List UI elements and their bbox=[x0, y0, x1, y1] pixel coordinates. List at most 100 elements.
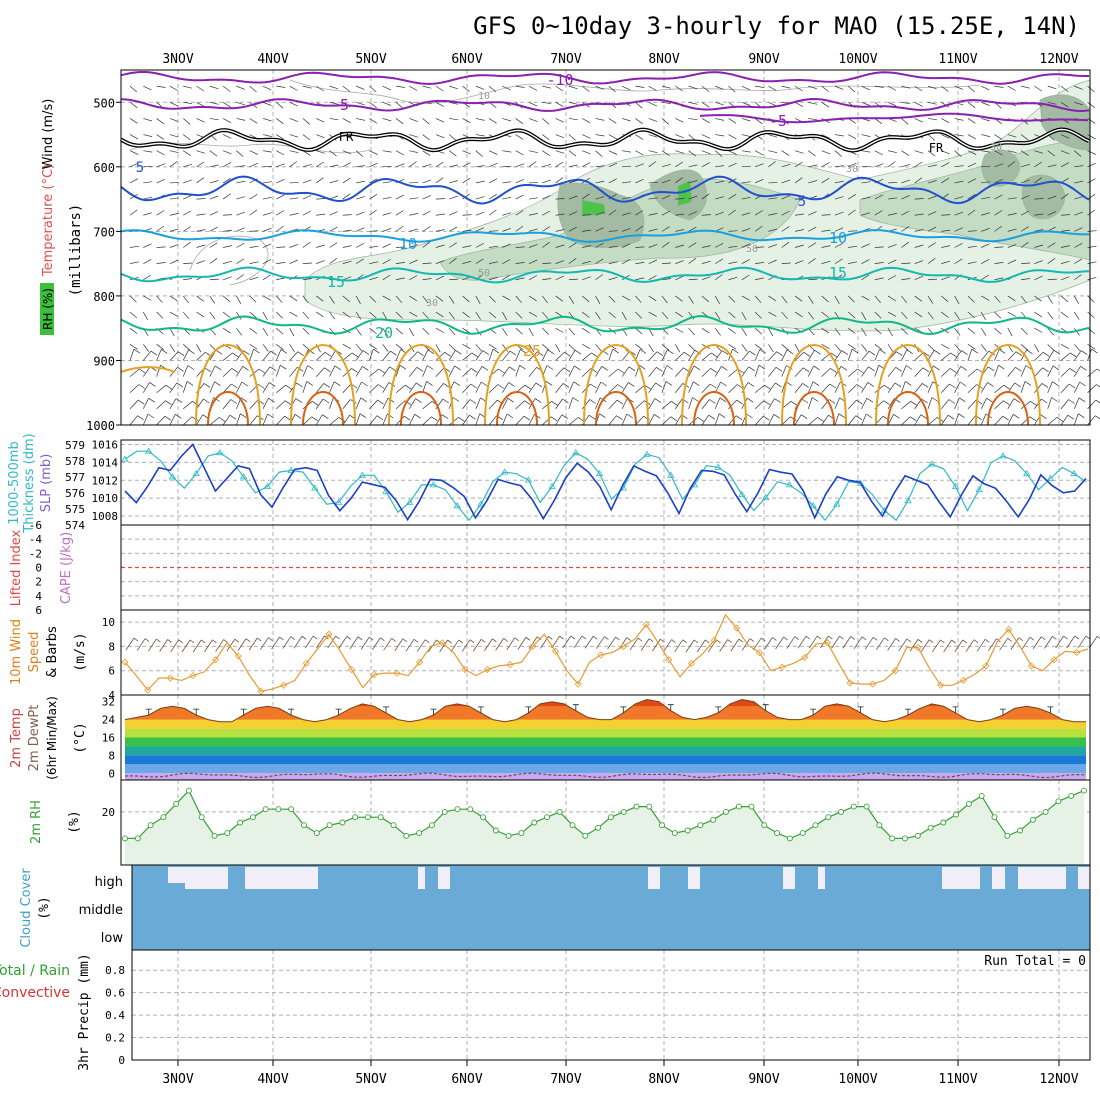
wind-barb bbox=[302, 327, 310, 335]
wind-barb bbox=[488, 384, 499, 393]
wind-barb bbox=[409, 259, 418, 264]
wind-barb bbox=[888, 213, 897, 216]
wind-barb bbox=[182, 344, 191, 351]
rh2m-marker bbox=[825, 814, 832, 821]
wind-barb bbox=[315, 177, 324, 184]
wind-barb bbox=[249, 327, 258, 334]
wind10-barb bbox=[618, 637, 628, 650]
wind-barb bbox=[129, 368, 140, 377]
temp-minmax-bar bbox=[477, 706, 484, 713]
wind-barb bbox=[861, 327, 867, 336]
wind10-barb bbox=[752, 637, 762, 651]
wind-barb bbox=[302, 210, 311, 216]
wind-barb bbox=[515, 210, 524, 216]
wind-barb-flag bbox=[655, 382, 662, 388]
wind-barb bbox=[183, 101, 193, 105]
wind10-barb bbox=[226, 638, 236, 652]
wind-barb bbox=[209, 101, 219, 105]
wind-barb bbox=[1034, 85, 1043, 92]
wind-barb bbox=[169, 328, 175, 337]
wind-barb bbox=[528, 311, 538, 317]
wind-barb-flag bbox=[443, 383, 450, 388]
wind-barb bbox=[302, 416, 312, 426]
wind-barb bbox=[409, 351, 418, 361]
temp-contour-25-loop bbox=[583, 343, 649, 426]
wind-barb bbox=[967, 85, 975, 93]
wind-barb bbox=[568, 85, 578, 90]
wind-barb bbox=[568, 150, 577, 157]
rh2m-marker bbox=[1055, 798, 1062, 805]
wind-barb bbox=[927, 295, 934, 304]
wind-barb bbox=[648, 244, 658, 248]
wind-barb bbox=[169, 197, 179, 200]
wind-barb bbox=[316, 150, 325, 154]
wind-barb bbox=[262, 134, 272, 137]
wind-barb bbox=[382, 196, 392, 200]
wind-barb bbox=[794, 161, 803, 168]
wind-barb-flag bbox=[590, 383, 597, 389]
wind10-barb-tick bbox=[536, 636, 542, 641]
wind-barb bbox=[901, 101, 911, 105]
wind-barb bbox=[887, 101, 897, 107]
wind-barb bbox=[1074, 258, 1083, 264]
wind-barb bbox=[648, 150, 658, 154]
wind-barb bbox=[1034, 275, 1043, 281]
wind10-marker bbox=[529, 642, 537, 650]
day-label-top-8: 11NOV bbox=[938, 52, 977, 67]
wind-barb bbox=[927, 134, 936, 141]
wind-barb bbox=[635, 344, 643, 350]
precip-tick: 0.2 bbox=[105, 1032, 125, 1045]
wind-barb bbox=[861, 212, 871, 216]
wind-barb bbox=[582, 344, 591, 350]
wind-barb bbox=[1047, 381, 1053, 393]
wind-barb-flag bbox=[840, 366, 848, 371]
li-tick: 4 bbox=[35, 590, 42, 603]
temp-minmax-bar bbox=[525, 706, 532, 713]
rh2m-marker bbox=[991, 814, 998, 821]
wind10-barb-tick bbox=[861, 636, 867, 641]
rh-shade-90b bbox=[677, 179, 693, 207]
wind-barb bbox=[834, 413, 840, 426]
contour-label-m5b: -5 bbox=[769, 112, 787, 130]
wind-barb bbox=[289, 311, 298, 317]
wind-barb bbox=[1074, 211, 1083, 216]
wind-barb bbox=[129, 399, 139, 410]
wind-barb bbox=[1034, 229, 1044, 232]
wind-barb-flag bbox=[922, 367, 930, 373]
wind-barb-flag bbox=[1078, 413, 1085, 418]
rh2m-marker bbox=[492, 827, 499, 834]
wind-barb bbox=[355, 350, 364, 361]
wind-barb bbox=[262, 85, 272, 91]
wind10-barb-tick bbox=[133, 637, 139, 642]
wind-barb-flag bbox=[351, 368, 358, 373]
rh2m-marker bbox=[633, 803, 640, 810]
wind-barb bbox=[754, 150, 764, 156]
wind-barb-flag bbox=[959, 397, 966, 403]
wind-barb bbox=[568, 381, 574, 393]
wind-barb bbox=[555, 295, 564, 302]
wind-barb bbox=[1087, 295, 1095, 303]
wind-barb-flag bbox=[883, 400, 890, 405]
wind-barb bbox=[861, 150, 871, 153]
wind-barb bbox=[661, 278, 671, 281]
wind10-barb-tick bbox=[525, 636, 531, 641]
wind-barb-flag bbox=[851, 348, 859, 354]
wind-barb bbox=[422, 327, 430, 335]
wind-barb bbox=[635, 246, 645, 248]
wind-barb bbox=[475, 134, 485, 137]
wind-barb bbox=[715, 85, 724, 90]
cloud-clear-high bbox=[942, 867, 980, 889]
wind10-barb-tick bbox=[626, 637, 632, 641]
wind-barb bbox=[927, 344, 935, 351]
wind-barb bbox=[595, 242, 604, 248]
day-label-bottom-6: 9NOV bbox=[748, 1072, 779, 1087]
wind-barb-flag bbox=[1042, 367, 1049, 373]
wind10-marker bbox=[869, 680, 877, 688]
wind-barb bbox=[728, 311, 736, 319]
wind-barb-flag bbox=[546, 365, 554, 370]
wind-barb bbox=[502, 311, 508, 321]
wind-barb bbox=[635, 400, 645, 410]
wind10-barb-tick bbox=[380, 637, 385, 642]
wind-barb bbox=[675, 260, 684, 264]
wind10-barb bbox=[192, 639, 202, 653]
